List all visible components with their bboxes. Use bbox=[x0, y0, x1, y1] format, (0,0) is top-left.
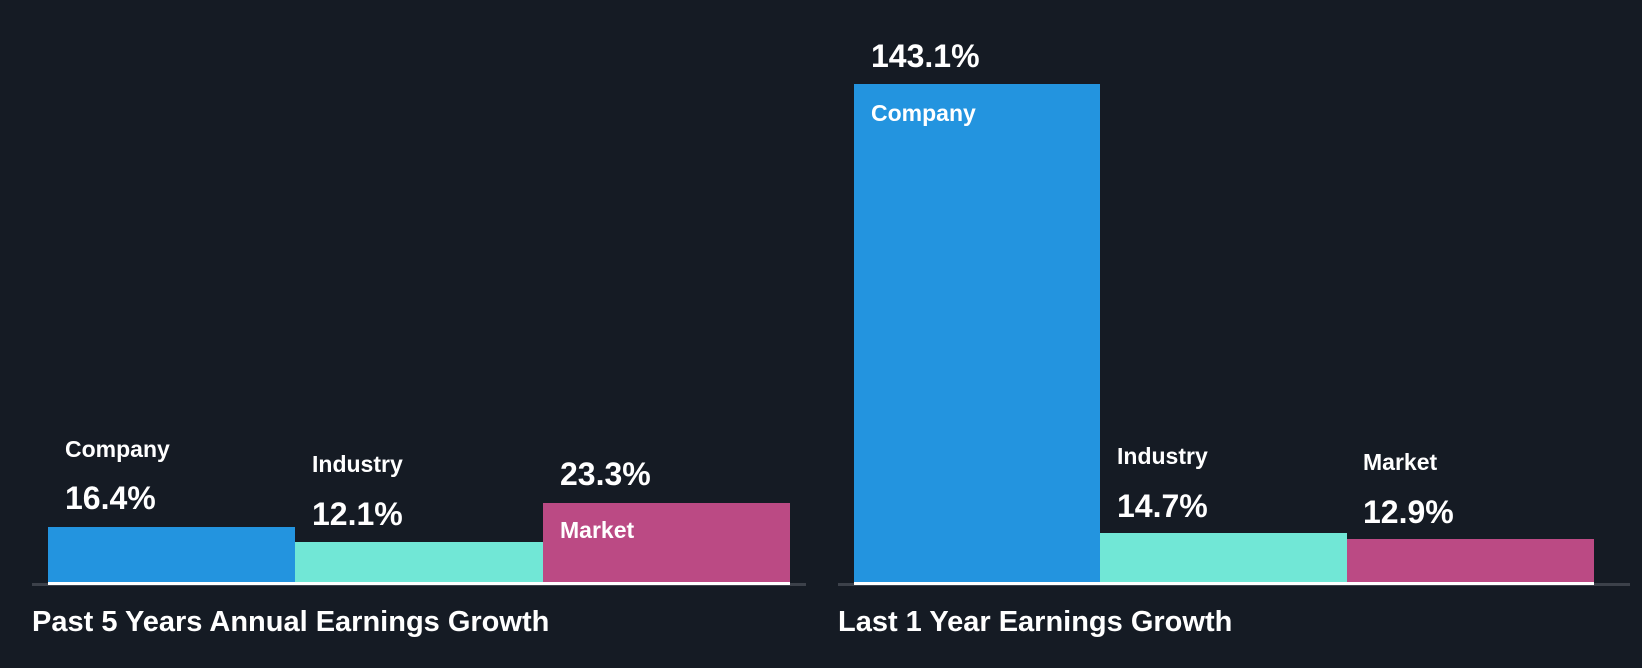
bar-value-industry: 14.7% bbox=[1117, 488, 1208, 524]
bar-value-market: 23.3% bbox=[560, 456, 651, 492]
bar-value-market: 12.9% bbox=[1363, 494, 1454, 530]
chart-last-1-year: 143.1% Company Industry 14.7% Market 12.… bbox=[820, 0, 1642, 668]
bar-company bbox=[48, 527, 295, 585]
bar-company bbox=[854, 84, 1100, 585]
bar-industry bbox=[295, 542, 543, 585]
bar-value-industry: 12.1% bbox=[312, 496, 403, 532]
bar-label-market: Market bbox=[1363, 449, 1438, 475]
bar-label-industry: Industry bbox=[312, 451, 403, 477]
bar-label-market: Market bbox=[560, 517, 635, 543]
bar-label-company: Company bbox=[871, 100, 976, 126]
chart-past-5-years: Company 16.4% Industry 12.1% 23.3% Marke… bbox=[0, 0, 820, 668]
bar-market bbox=[1347, 539, 1594, 585]
bar-label-company: Company bbox=[65, 436, 170, 462]
bar-industry bbox=[1100, 533, 1347, 585]
chart-title: Last 1 Year Earnings Growth bbox=[838, 606, 1233, 638]
bar-value-company: 143.1% bbox=[871, 38, 980, 74]
bar-market bbox=[543, 503, 790, 585]
bar-label-industry: Industry bbox=[1117, 443, 1208, 469]
bar-value-company: 16.4% bbox=[65, 480, 156, 516]
chart-title: Past 5 Years Annual Earnings Growth bbox=[32, 606, 550, 638]
